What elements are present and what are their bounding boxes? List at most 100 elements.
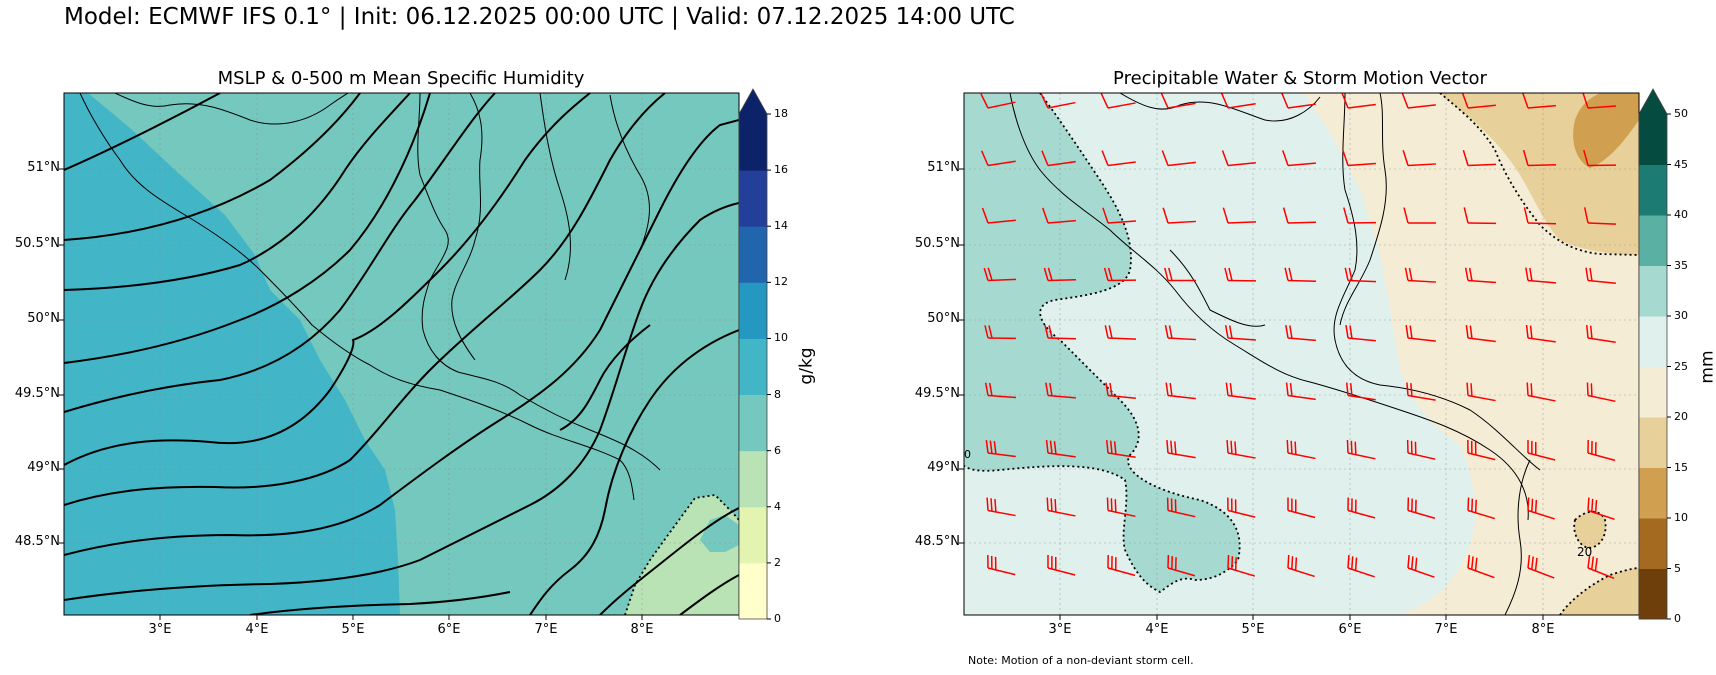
storm-motion-barb bbox=[1107, 509, 1136, 518]
storm-motion-barb-feather bbox=[1230, 440, 1233, 454]
storm-motion-barb-feather bbox=[981, 207, 989, 224]
storm-motion-barb-feather bbox=[1286, 439, 1289, 454]
left-colorbar-tick-label: 8 bbox=[774, 387, 781, 401]
left-colorbar-swatch bbox=[739, 394, 767, 452]
right-colorbar-swatch bbox=[1639, 265, 1667, 317]
right-colorbar-swatch bbox=[1639, 366, 1667, 418]
left-lat-tick-51: 51°N bbox=[27, 160, 60, 175]
left-map bbox=[64, 93, 739, 615]
right-lat-tick-50: 50°N bbox=[927, 311, 960, 326]
right-colorbar-outline bbox=[1638, 88, 1668, 620]
storm-motion-barb bbox=[987, 219, 1016, 224]
storm-motion-barb bbox=[1407, 452, 1436, 460]
storm-motion-barb bbox=[1587, 567, 1615, 580]
storm-motion-barb-feather bbox=[1234, 441, 1237, 455]
storm-motion-barb-feather bbox=[1109, 382, 1113, 397]
storm-motion-barb bbox=[1227, 509, 1256, 518]
storm-motion-barb-feather bbox=[1587, 497, 1590, 511]
storm-motion-barb bbox=[987, 394, 1016, 399]
storm-motion-barb bbox=[1107, 567, 1136, 577]
storm-motion-barb bbox=[1227, 452, 1256, 459]
left-colorbar bbox=[738, 88, 771, 620]
storm-motion-barb bbox=[1167, 102, 1196, 109]
storm-motion-barb bbox=[1587, 105, 1616, 109]
storm-motion-barb bbox=[1407, 509, 1436, 519]
storm-motion-barb-feather bbox=[1522, 149, 1529, 166]
storm-motion-barb-feather bbox=[1341, 93, 1349, 109]
storm-motion-barb-feather bbox=[1463, 207, 1469, 224]
storm-motion-barb bbox=[987, 509, 1016, 517]
storm-motion-barb-feather bbox=[1102, 207, 1109, 224]
right-colorbar-tick-label: 5 bbox=[1674, 561, 1681, 575]
storm-motion-barb-feather bbox=[1222, 207, 1229, 224]
right-lon-tick-6: 6°E bbox=[1338, 622, 1362, 637]
storm-motion-barb-feather bbox=[1590, 556, 1595, 570]
right-colorbar-swatch bbox=[1639, 417, 1667, 468]
left-borders bbox=[79, 93, 661, 501]
left-panel-title: MSLP & 0-500 m Mean Specific Humidity bbox=[217, 68, 585, 89]
left-colorbar-swatch bbox=[739, 338, 767, 396]
storm-motion-barb bbox=[1347, 162, 1376, 167]
storm-motion-barb-feather bbox=[1282, 207, 1289, 224]
storm-motion-barb-feather bbox=[1529, 325, 1533, 339]
left-tick-marks bbox=[59, 168, 643, 620]
storm-motion-barb bbox=[1167, 509, 1196, 518]
storm-motion-barb bbox=[1527, 337, 1556, 343]
left-colorbar-swatch bbox=[739, 282, 767, 339]
right-colorbar-extend-arrow bbox=[1639, 89, 1667, 114]
storm-motion-barb bbox=[1047, 160, 1076, 167]
storm-motion-barb-feather bbox=[1221, 150, 1229, 166]
right-lon-tick-3: 3°E bbox=[1048, 622, 1072, 637]
storm-motion-barb-feather bbox=[1534, 499, 1538, 513]
storm-motion-barb-feather bbox=[983, 267, 989, 281]
left-colorbar-tick-label: 6 bbox=[774, 443, 781, 457]
storm-motion-barb bbox=[1047, 567, 1076, 576]
left-colorbar-swatch bbox=[739, 114, 767, 171]
left-lat-tick-49-5: 49.5°N bbox=[14, 386, 60, 401]
left-colorbar-swatch bbox=[739, 226, 767, 283]
storm-motion-barb-feather bbox=[1343, 207, 1349, 224]
right-colorbar-swatch bbox=[1639, 164, 1667, 216]
storm-motion-barb-feather bbox=[1291, 556, 1294, 570]
storm-motion-barb bbox=[1287, 452, 1316, 460]
storm-motion-barb-feather bbox=[1583, 149, 1589, 166]
storm-motion-barb-feather bbox=[988, 325, 993, 339]
storm-motion-barb bbox=[1527, 163, 1557, 167]
storm-motion-barb-feather bbox=[1294, 557, 1298, 571]
storm-motion-barb bbox=[1347, 279, 1377, 283]
storm-motion-barb bbox=[1347, 452, 1376, 460]
pw-fill-10-15 bbox=[1573, 93, 1639, 168]
storm-motion-barb-feather bbox=[1527, 497, 1530, 511]
storm-motion-barb-feather bbox=[1467, 497, 1470, 511]
storm-motion-barb bbox=[987, 452, 1016, 458]
storm-motion-barb-feather bbox=[1284, 267, 1289, 281]
storm-motion-barb-feather bbox=[1164, 267, 1169, 281]
right-lon-tick-8: 8°E bbox=[1531, 622, 1555, 637]
right-colorbar-swatch bbox=[1639, 568, 1667, 620]
storm-motion-barb-feather bbox=[1109, 440, 1113, 454]
storm-motion-barb-feather bbox=[1354, 557, 1358, 571]
left-colorbar-label: g/kg bbox=[796, 347, 817, 385]
storm-motion-barb-feather bbox=[1164, 325, 1169, 339]
storm-motion-barb-feather bbox=[1228, 325, 1233, 339]
storm-motion-barb-feather bbox=[984, 382, 989, 396]
storm-motion-barb-feather bbox=[1224, 267, 1229, 281]
storm-motion-barb bbox=[1587, 279, 1616, 284]
storm-motion-barb-feather bbox=[1290, 440, 1293, 454]
storm-motion-barb-feather bbox=[1289, 325, 1293, 339]
storm-motion-barb-feather bbox=[986, 497, 989, 511]
storm-motion-barb bbox=[1107, 161, 1136, 167]
storm-motion-barb-feather bbox=[1229, 383, 1233, 397]
storm-motion-barb-feather bbox=[1348, 267, 1353, 281]
left-lat-tick-50-5: 50.5°N bbox=[14, 236, 60, 251]
storm-motion-barb-feather bbox=[1404, 267, 1409, 281]
storm-motion-barb bbox=[1587, 452, 1616, 462]
left-colorbar-tick-label: 14 bbox=[774, 219, 788, 233]
storm-motion-barb-feather bbox=[984, 325, 989, 339]
right-lat-tick-49: 49°N bbox=[927, 460, 960, 475]
storm-motion-barb bbox=[1227, 102, 1256, 109]
storm-motion-barb-feather bbox=[1525, 324, 1529, 339]
storm-motion-barb-feather bbox=[1227, 554, 1230, 569]
storm-motion-barb bbox=[1167, 394, 1196, 400]
storm-motion-barb bbox=[1107, 394, 1136, 399]
